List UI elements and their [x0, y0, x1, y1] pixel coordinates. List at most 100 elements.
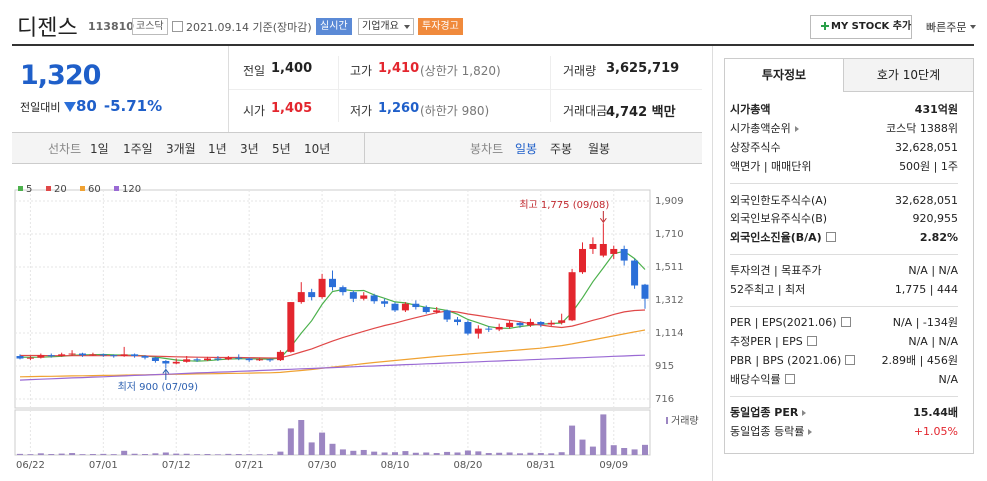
volume-bar [17, 453, 23, 455]
candle-body [193, 359, 201, 361]
link-arrow[interactable] [808, 429, 813, 435]
volume-bar [392, 452, 398, 455]
candle-body [37, 355, 45, 358]
candle-body [568, 272, 576, 321]
x-tick-label: 09/09 [599, 460, 628, 471]
volume-bar [37, 453, 44, 455]
info-label: 52주최고 | 최저 [730, 283, 806, 296]
tab-title: 봉차트 [470, 142, 504, 156]
candle-body [349, 292, 357, 299]
volume-bar [621, 448, 628, 455]
realtime-button[interactable]: 실시간 [316, 18, 352, 35]
volume-bar [631, 449, 638, 455]
legend-swatch [18, 186, 23, 191]
candle-tab[interactable]: 월봉 [588, 142, 611, 156]
candle-body [26, 357, 34, 359]
volume-bar [100, 453, 107, 455]
quote-label: 저가 [350, 104, 373, 118]
volume-bar [548, 453, 555, 455]
base-date: 2021.09.14 기준(장마감) [186, 21, 312, 34]
period-tab[interactable]: 3년 [240, 142, 259, 156]
volume-bar [142, 454, 148, 455]
help-icon[interactable] [784, 374, 795, 384]
price-chart: 716 915 1,114 1,312 1,511 1,710 1,909 06/22 07/0… [14, 184, 699, 471]
volume-bar [256, 454, 263, 455]
volume-bar [121, 450, 128, 455]
volume-bar [371, 451, 378, 455]
quick-order-label: 빠른주문 [926, 21, 967, 34]
candle-body [391, 303, 399, 311]
info-label: 배당수익률 [730, 373, 781, 386]
help-icon[interactable] [806, 336, 817, 346]
dropdown-arrow [403, 25, 410, 29]
tab-title: 선차트 [48, 142, 82, 156]
candle-body [16, 356, 24, 359]
link-arrow[interactable] [802, 410, 807, 416]
period-tab[interactable]: 1일 [90, 142, 109, 156]
ma-line [19, 329, 646, 378]
volume-bar [558, 452, 565, 455]
period-tab[interactable]: 3개월 [166, 142, 196, 156]
period-tab[interactable]: 5년 [272, 142, 291, 156]
candle-body [204, 358, 211, 361]
volume-bar [579, 439, 586, 455]
legend-label: 5 [26, 184, 32, 195]
info-value: N/A | N/A [908, 264, 958, 277]
info-value: 500원 | 1주 [899, 160, 958, 173]
volume-bar [235, 454, 242, 455]
candle-body [506, 322, 514, 327]
volume-bar [69, 453, 76, 455]
period-tab[interactable]: 1주일 [123, 142, 153, 156]
volume-bar [194, 454, 201, 455]
volume-bar [79, 454, 86, 455]
overview-button[interactable]: 기업개요 [358, 18, 414, 35]
quick-order[interactable]: 빠른주문 [926, 19, 977, 35]
quote-note: (상한가 1,820) [420, 64, 501, 78]
ma-line [20, 309, 646, 359]
help-icon[interactable] [845, 355, 856, 365]
high-arrowhead [599, 217, 607, 224]
candle-body [547, 322, 555, 325]
change-label: 전일대비 [20, 101, 61, 114]
volume-bar [527, 452, 534, 455]
volume-bar [214, 454, 221, 455]
y-tick-label: 1,312 [655, 295, 684, 306]
info-value: N/A [938, 373, 958, 386]
y-tick-label: 1,511 [655, 262, 684, 273]
group-divider [730, 306, 958, 307]
candle-tab[interactable]: 주봉 [550, 142, 573, 156]
y-tick-label: 1,710 [655, 229, 684, 240]
quote-value: 3,625,719 [606, 61, 680, 76]
candle-body [381, 301, 389, 304]
candle-body [599, 243, 607, 256]
chart-tabs [12, 132, 702, 164]
change-percent: -5.71% [103, 97, 163, 115]
help-icon[interactable] [825, 232, 836, 242]
volume-bar [610, 445, 617, 455]
info-value: +1.05% [913, 425, 958, 438]
link-arrow[interactable] [794, 126, 799, 132]
change-row: 전일대비 80 -5.71% [20, 97, 162, 115]
volume-bar [339, 449, 346, 455]
volume-bar [173, 453, 180, 455]
candle-body [558, 320, 566, 323]
divider [228, 46, 229, 132]
candle-tab[interactable]: 일봉 [515, 142, 538, 156]
info-tab-active[interactable]: 투자정보 [725, 59, 843, 92]
info-tab[interactable]: 호가 10단계 [843, 59, 973, 92]
info-row: 외국인한도주식수(A) 32,628,051 [730, 192, 958, 210]
info-value: 15.44배 [913, 406, 958, 419]
candle-body [579, 248, 586, 273]
ma-line [19, 250, 646, 362]
volume-bar [464, 450, 471, 455]
mystock-button[interactable]: MY STOCK 추가 [810, 15, 912, 39]
period-tab[interactable]: 10년 [304, 142, 331, 156]
candle-body [641, 284, 649, 299]
candle-body [235, 357, 243, 359]
info-row: PBR | BPS (2021.06) 2.89배 | 456원 [730, 352, 958, 370]
volume-bar [589, 446, 596, 455]
period-tab[interactable]: 1년 [208, 142, 227, 156]
volume-bar [569, 425, 576, 455]
help-icon[interactable] [840, 317, 851, 327]
info-label: 외국인소진율(B/A) [730, 231, 822, 244]
